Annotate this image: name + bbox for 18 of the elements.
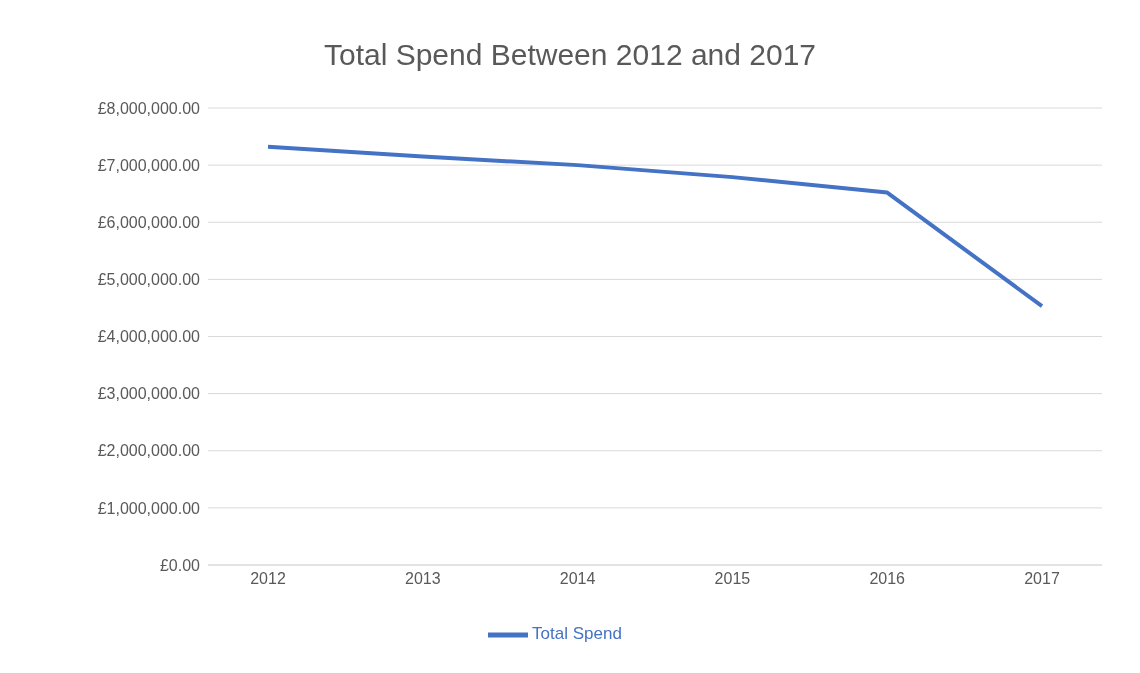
line-series	[266, 144, 1044, 309]
y-tick-label: £7,000,000.00	[97, 156, 201, 174]
legend-label: Total Spend	[532, 624, 622, 644]
x-tick-label: 2012	[250, 570, 286, 588]
y-tick-label: £0.00	[159, 556, 201, 574]
y-tick-label: £8,000,000.00	[97, 99, 201, 117]
chart-title: Total Spend Between 2012 and 2017	[322, 37, 818, 73]
x-tick-label: 2014	[559, 570, 596, 588]
x-tick-label: 2017	[1024, 570, 1060, 588]
y-tick-label: £6,000,000.00	[97, 213, 201, 231]
x-tick-label: 2013	[405, 570, 441, 588]
x-tick-label: 2016	[869, 570, 906, 588]
y-tick-label: £2,000,000.00	[97, 442, 201, 460]
y-tick-label: £5,000,000.00	[97, 271, 201, 289]
y-tick-label: £1,000,000.00	[97, 499, 201, 517]
x-tick-label: 2015	[714, 570, 751, 588]
y-tick-label: £3,000,000.00	[97, 385, 201, 403]
y-tick-label: £4,000,000.00	[97, 328, 201, 346]
